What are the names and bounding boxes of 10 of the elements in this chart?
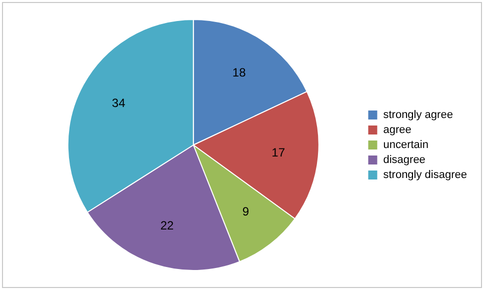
data-label: 9 bbox=[242, 204, 250, 219]
legend-label: agree bbox=[383, 124, 412, 136]
legend-label: disagree bbox=[383, 154, 426, 166]
legend-label: strongly disagree bbox=[383, 169, 468, 182]
data-label: 34 bbox=[112, 96, 126, 110]
legend-label: uncertain bbox=[383, 139, 428, 152]
legend-label: strongly agree bbox=[383, 109, 453, 122]
data-label: 18 bbox=[232, 65, 246, 80]
data-label: 22 bbox=[160, 218, 174, 232]
data-label: 17 bbox=[272, 145, 286, 160]
